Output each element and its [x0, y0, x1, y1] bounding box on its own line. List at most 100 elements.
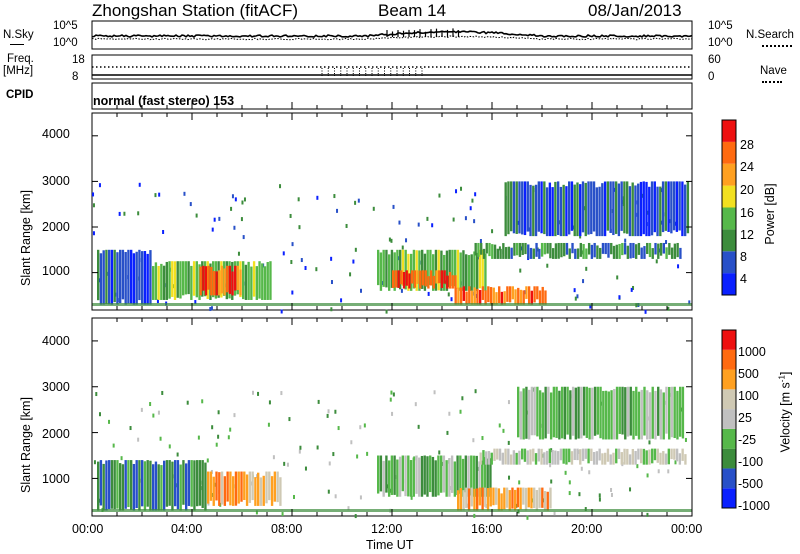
echo-cell	[446, 430, 449, 435]
echo-cell	[231, 194, 234, 199]
echo-cell	[667, 469, 670, 474]
power-cbar-tick-8: 8	[740, 250, 747, 264]
band-cell	[491, 244, 494, 259]
echo-cell	[93, 460, 96, 465]
band-cell	[521, 448, 524, 460]
band-cell	[551, 450, 554, 465]
band-cell	[601, 183, 604, 237]
band-cell	[580, 386, 583, 439]
band-cell	[485, 242, 488, 254]
band-cell	[648, 392, 652, 440]
band-cell	[451, 275, 454, 289]
echo-cell	[345, 223, 348, 228]
band-cell	[377, 455, 380, 494]
echo-cell	[526, 515, 529, 520]
band-cell	[670, 448, 673, 460]
echo-cell	[410, 495, 413, 500]
band-cell	[613, 388, 616, 440]
echo-cell	[268, 400, 271, 405]
band-cell	[390, 455, 394, 495]
band-cell	[143, 461, 147, 511]
band-cell	[568, 181, 571, 235]
band-cell	[385, 249, 388, 288]
power-cbar-tick-16: 16	[740, 206, 754, 220]
echo-cell	[161, 390, 164, 395]
echo-cell	[252, 390, 255, 395]
echo-cell	[392, 392, 395, 397]
band-cell	[681, 386, 685, 439]
echo-cell	[137, 437, 140, 442]
echo-cell	[477, 255, 480, 260]
band-cell	[560, 242, 563, 258]
band-cell	[534, 184, 538, 237]
echo-cell	[209, 307, 212, 312]
band-cell	[450, 455, 454, 493]
band-cell	[614, 181, 618, 234]
echo-cell	[515, 503, 518, 508]
echo-cell	[195, 213, 198, 218]
power-colorbar-swatch	[722, 229, 736, 252]
band-cell	[626, 386, 630, 437]
echo-cell	[304, 466, 307, 471]
band-cell	[527, 286, 531, 305]
echo-cell	[206, 458, 209, 463]
band-cell	[665, 386, 668, 434]
echo-cell	[508, 475, 511, 480]
band-cell	[639, 448, 643, 464]
band-cell	[427, 276, 430, 289]
band-cell	[554, 243, 558, 259]
echo-cell	[674, 460, 677, 465]
band-cell	[239, 269, 242, 296]
band-cell	[462, 250, 465, 291]
echo-cell	[426, 216, 429, 221]
band-cell	[149, 250, 152, 305]
echo-cell	[655, 259, 658, 264]
echo-cell	[372, 206, 375, 211]
band-cell	[599, 386, 602, 439]
band-cell	[485, 451, 488, 465]
band-cell	[388, 254, 391, 291]
band-cell	[252, 261, 256, 297]
echo-cell	[201, 399, 204, 404]
echo-cell	[297, 197, 300, 202]
band-cell	[546, 491, 549, 511]
echo-cell	[356, 454, 359, 459]
band-cell	[653, 181, 656, 233]
echo-cell	[618, 295, 621, 300]
band-cell	[171, 261, 174, 297]
echo-cell	[241, 200, 244, 205]
band-cell	[596, 245, 599, 259]
echo-cell	[388, 237, 391, 242]
band-cell	[489, 487, 492, 507]
band-cell	[519, 391, 523, 440]
band-cell	[108, 460, 111, 510]
echo-cell	[189, 202, 192, 207]
band-cell	[171, 461, 174, 511]
band-cell	[465, 254, 468, 291]
band-cell	[437, 455, 440, 496]
band-cell	[628, 454, 632, 465]
echo-cell	[520, 246, 523, 251]
echo-cell	[359, 495, 362, 500]
echo-cell	[197, 435, 200, 440]
band-cell	[489, 458, 492, 497]
echo-cell	[507, 440, 510, 445]
band-cell	[541, 286, 544, 305]
band-cell	[187, 261, 190, 295]
band-cell	[681, 448, 684, 461]
band-cell	[518, 181, 521, 234]
band-cell	[506, 286, 509, 302]
band-cell	[574, 387, 578, 440]
band-cell	[475, 455, 478, 497]
band-cell	[563, 242, 566, 257]
echo-cell	[414, 402, 417, 407]
echo-cell	[240, 217, 243, 222]
band-cell	[615, 448, 618, 464]
echo-cell	[288, 417, 291, 422]
band-cell	[434, 460, 437, 497]
echo-cell	[390, 390, 393, 395]
echo-cell	[598, 493, 601, 498]
echo-cell	[498, 246, 501, 251]
band-cell	[204, 266, 208, 296]
band-cell	[210, 266, 213, 296]
